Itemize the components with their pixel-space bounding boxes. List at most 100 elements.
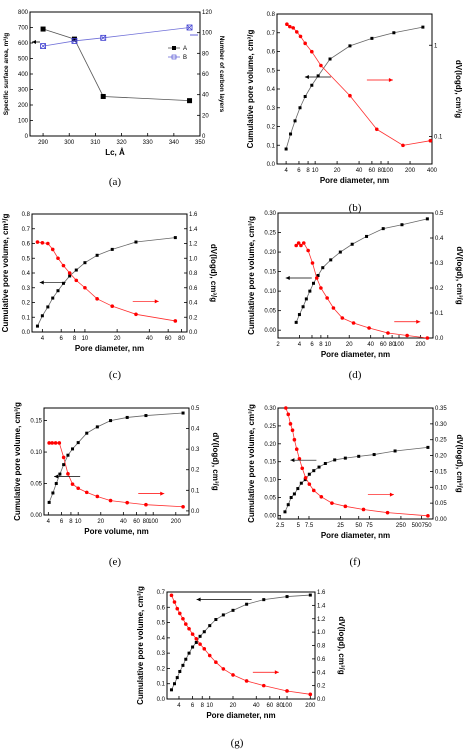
y2-tick-label: 0.3 xyxy=(435,261,444,267)
y-tick-label: 0.00 xyxy=(264,513,276,519)
data-point xyxy=(62,463,66,467)
data-point xyxy=(308,289,312,293)
y2-tick-label: 1.0 xyxy=(189,256,198,262)
y2-axis-label: dV(logd), cm³/g xyxy=(455,434,464,492)
y2-tick-label: 0.4 xyxy=(191,427,200,433)
plot-frame xyxy=(166,591,316,700)
data-point xyxy=(50,441,54,445)
data-point xyxy=(393,449,397,453)
y2-tick-label: 0.05 xyxy=(435,501,447,507)
data-point xyxy=(40,43,46,49)
x-axis-label: Pore diameter, nm xyxy=(206,711,275,720)
x-tick-label: 40 xyxy=(356,168,363,174)
data-point xyxy=(306,248,310,253)
y2-tick-label: 0.2 xyxy=(317,684,326,690)
data-point xyxy=(40,26,46,32)
y-tick-label: 0.1 xyxy=(157,682,166,688)
x-tick-label: 80 xyxy=(389,342,396,348)
figure-caption: (g) xyxy=(231,737,244,749)
data-point xyxy=(35,324,39,328)
y-tick-label: 0.25 xyxy=(264,231,276,237)
y-tick-label: 0.3 xyxy=(157,651,166,657)
y-tick-label: 0.2 xyxy=(157,666,166,672)
series-line xyxy=(295,242,428,339)
y-tick-label: 0.2 xyxy=(22,301,31,307)
y2-tick-label: 0.4 xyxy=(189,301,198,307)
y-tick-label: 0.0 xyxy=(22,330,31,336)
y2-tick-label: 0.1 xyxy=(435,311,444,317)
y2-tick-label: 1 xyxy=(434,43,438,49)
data-point xyxy=(317,465,321,469)
data-point xyxy=(57,441,62,445)
plot-frame xyxy=(29,11,201,137)
data-point xyxy=(221,667,226,671)
x-tick-label: 20 xyxy=(334,168,341,174)
data-point xyxy=(286,503,290,507)
figure-caption: (c) xyxy=(109,369,122,381)
data-point xyxy=(330,501,334,505)
x-tick-label: 250 xyxy=(396,523,407,529)
data-point xyxy=(285,22,289,27)
series-line xyxy=(42,28,190,102)
data-point xyxy=(74,278,79,283)
data-point xyxy=(53,441,58,445)
arrow-right-head xyxy=(389,492,394,497)
series-line xyxy=(43,27,190,47)
data-point xyxy=(245,602,249,606)
y2-tick-label: 100 xyxy=(202,31,213,37)
y-tick-label: 0.4 xyxy=(22,271,31,277)
data-point xyxy=(370,36,374,40)
y-tick-label: 400 xyxy=(18,72,29,78)
series-differential xyxy=(294,241,430,340)
data-point xyxy=(173,236,177,240)
series-A xyxy=(40,26,193,104)
y-tick-label: 0.10 xyxy=(264,289,276,295)
y-tick-label: 0.30 xyxy=(264,406,276,412)
data-point xyxy=(392,31,396,35)
y2-axis-label: dV(logd), cm³/g xyxy=(209,244,218,302)
legend-marker xyxy=(172,46,176,50)
x-tick-label: 5 xyxy=(297,523,301,529)
x-tick-label: 40 xyxy=(146,336,153,342)
series-line xyxy=(295,218,428,323)
data-point xyxy=(294,30,299,34)
y-axis-label: Cumulative pore volume, cm³/g xyxy=(136,586,145,705)
y2-tick-label: 0.5 xyxy=(435,211,444,217)
data-point xyxy=(293,119,297,123)
data-point xyxy=(46,305,50,309)
data-point xyxy=(51,296,55,300)
y-tick-label: 800 xyxy=(18,10,29,16)
data-point xyxy=(95,494,100,499)
data-point xyxy=(187,651,191,655)
y2-tick-label: 0.8 xyxy=(189,271,198,277)
y2-tick-label: 0.3 xyxy=(191,447,200,453)
x-tick-label: 8 xyxy=(319,342,323,348)
data-point-cross xyxy=(186,24,193,31)
series-line xyxy=(285,26,423,150)
series-cumulative xyxy=(283,445,430,514)
series-line xyxy=(48,412,184,503)
x-tick-label: 6 xyxy=(60,519,64,525)
data-point xyxy=(348,93,352,98)
data-point xyxy=(35,240,40,244)
data-point xyxy=(421,25,425,29)
series-line xyxy=(37,237,176,327)
x-tick-label: 290 xyxy=(38,140,49,146)
data-point xyxy=(296,241,301,245)
data-point xyxy=(385,510,390,515)
x-tick-label: 4 xyxy=(47,519,51,525)
data-point xyxy=(304,297,308,301)
arrow-left-head xyxy=(54,474,59,479)
data-point xyxy=(343,504,348,509)
data-point xyxy=(110,247,114,251)
data-point xyxy=(298,34,303,39)
y-tick-label: 0.6 xyxy=(267,50,276,56)
data-point xyxy=(319,495,324,499)
data-point xyxy=(198,634,202,638)
x-tick-label: 2 xyxy=(276,342,280,348)
y2-axis-label: dV(logd), cm³/g xyxy=(455,246,464,304)
data-point xyxy=(299,243,303,248)
x-tick-label: 6 xyxy=(297,168,301,174)
data-point xyxy=(289,132,293,136)
